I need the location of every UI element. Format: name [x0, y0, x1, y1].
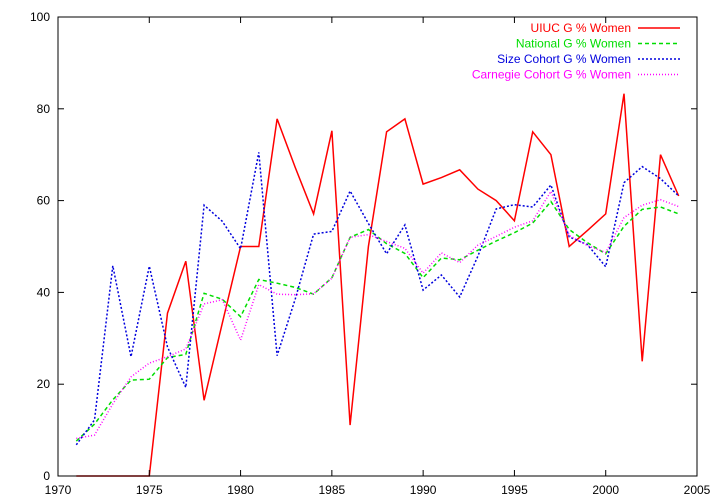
x-tick-label: 1985 — [319, 483, 346, 497]
x-tick-label: 1990 — [410, 483, 437, 497]
legend-label-3: Size Cohort G % Women — [497, 52, 631, 66]
y-tick-label: 20 — [37, 377, 51, 391]
y-tick-label: 40 — [37, 285, 51, 299]
series-line-4 — [76, 189, 679, 440]
legend-label-2: National G % Women — [516, 37, 631, 51]
y-tick-label: 80 — [37, 102, 51, 116]
legend-label-1: UIUC G % Women — [531, 21, 631, 35]
series-layer — [75, 93, 680, 477]
legend-label-4: Carnegie Cohort G % Women — [472, 68, 631, 82]
axes-layer: 1970 1975 1980 1985 1990 1995 2000 2005 0 20 40 60 8… — [30, 10, 711, 497]
series-line-1 — [76, 93, 680, 477]
y-tick-label: 60 — [37, 194, 51, 208]
y-tick-label: 100 — [30, 10, 50, 24]
series-line-2 — [75, 200, 679, 442]
series-line-3 — [75, 152, 680, 446]
x-tick-label: 1970 — [45, 483, 72, 497]
y-tick-label: 0 — [43, 469, 50, 483]
plot-frame — [57, 16, 698, 477]
x-tick-label: 2005 — [684, 483, 711, 497]
x-tick-label: 2000 — [592, 483, 619, 497]
x-tick-label: 1975 — [136, 483, 163, 497]
x-tick-label: 1980 — [227, 483, 254, 497]
x-tick-label: 1995 — [501, 483, 528, 497]
